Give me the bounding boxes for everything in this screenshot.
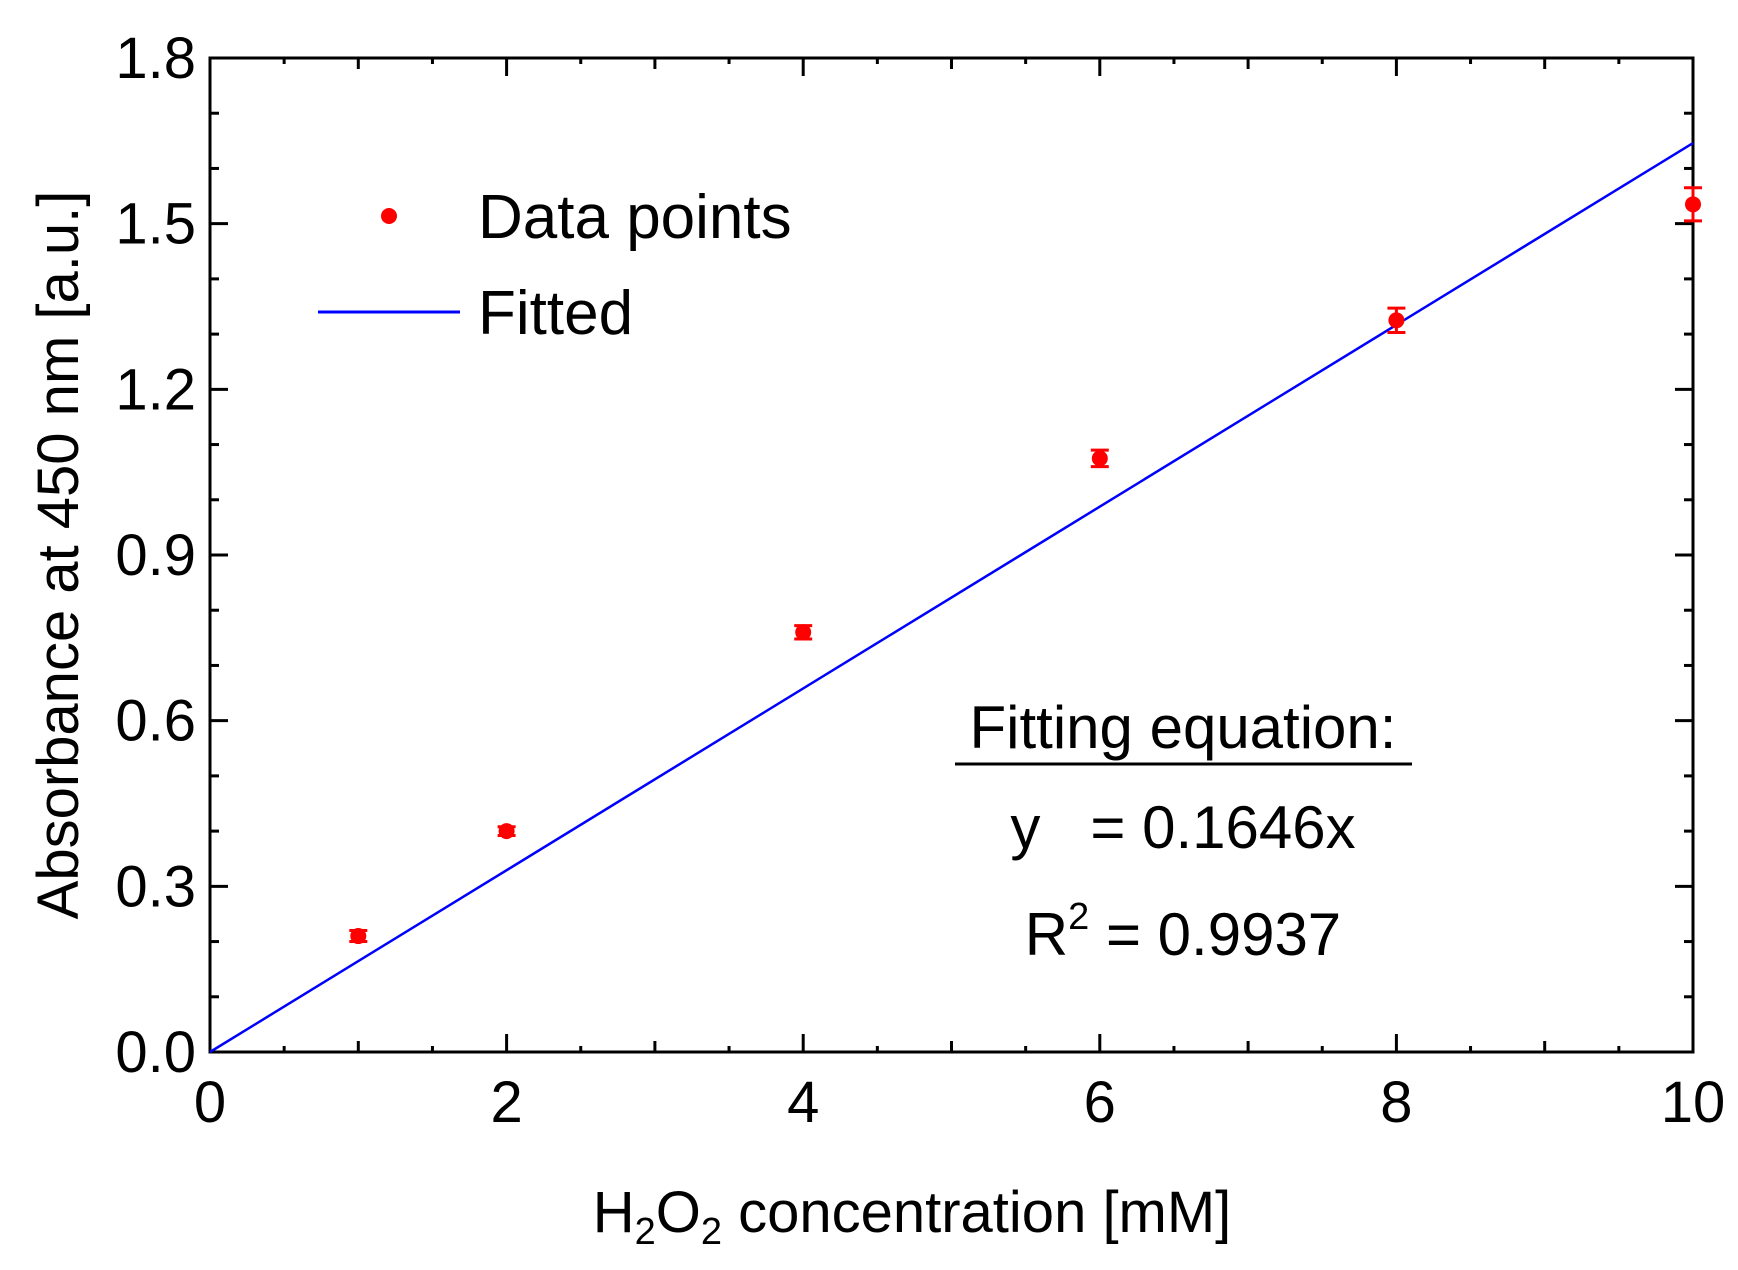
x-title-suffix: concentration [mM]: [722, 1180, 1231, 1245]
data-point: [1388, 312, 1405, 329]
y-axis-title: Absorbance at 450 nm [a.u.]: [26, 191, 91, 920]
data-point: [795, 624, 812, 641]
annotation-r2: R2 = 0.9937: [1025, 896, 1341, 968]
y-tick-label: 0.6: [115, 689, 196, 754]
legend: Data points Fitted: [318, 183, 792, 348]
data-point: [498, 823, 515, 840]
x-title-sub-2: 2: [701, 1211, 722, 1253]
x-tick-label: 0: [194, 1070, 226, 1135]
y-tick-label: 1.8: [115, 26, 196, 91]
x-title-o: O: [656, 1180, 701, 1245]
fitting-annotation: Fitting equation: y = 0.1646x R2 = 0.993…: [955, 694, 1412, 968]
y-tick-label: 1.2: [115, 357, 196, 422]
r2-value: = 0.9937: [1089, 901, 1341, 968]
x-tick-label: 6: [1084, 1070, 1116, 1135]
x-tick-label: 10: [1661, 1070, 1726, 1135]
legend-label-data-points: Data points: [478, 183, 792, 252]
x-axis-title: H2O2 concentration [mM]: [593, 1180, 1232, 1253]
annotation-heading: Fitting equation:: [970, 694, 1397, 761]
legend-marker-data-points: [381, 208, 397, 224]
x-tick-label: 8: [1380, 1070, 1412, 1135]
y-tick-label: 0.3: [115, 854, 196, 919]
annotation-equation: y = 0.1646x: [1010, 794, 1355, 861]
points-layer: [349, 186, 1702, 945]
x-title-sub-1: 2: [635, 1211, 656, 1253]
r2-label: R: [1025, 901, 1068, 968]
data-point: [350, 928, 367, 945]
x-title-h: H: [593, 1180, 635, 1245]
fit-layer: [209, 141, 1694, 1054]
axes-layer: 0 2 4 6 8 10 0.0 0.3 0.6 0.9 1.2 1.5 1.8: [115, 26, 1725, 1135]
legend-label-fitted: Fitted: [478, 279, 633, 348]
r2-superscript: 2: [1068, 896, 1089, 938]
y-tick-label: 0.0: [115, 1020, 196, 1085]
fitted-line: [209, 141, 1694, 1054]
x-tick-label: 2: [490, 1070, 522, 1135]
y-tick-label: 0.9: [115, 523, 196, 588]
x-tick-label: 4: [787, 1070, 819, 1135]
y-tick-label: 1.5: [115, 192, 196, 257]
data-point: [1091, 450, 1108, 467]
data-point: [1685, 196, 1701, 213]
